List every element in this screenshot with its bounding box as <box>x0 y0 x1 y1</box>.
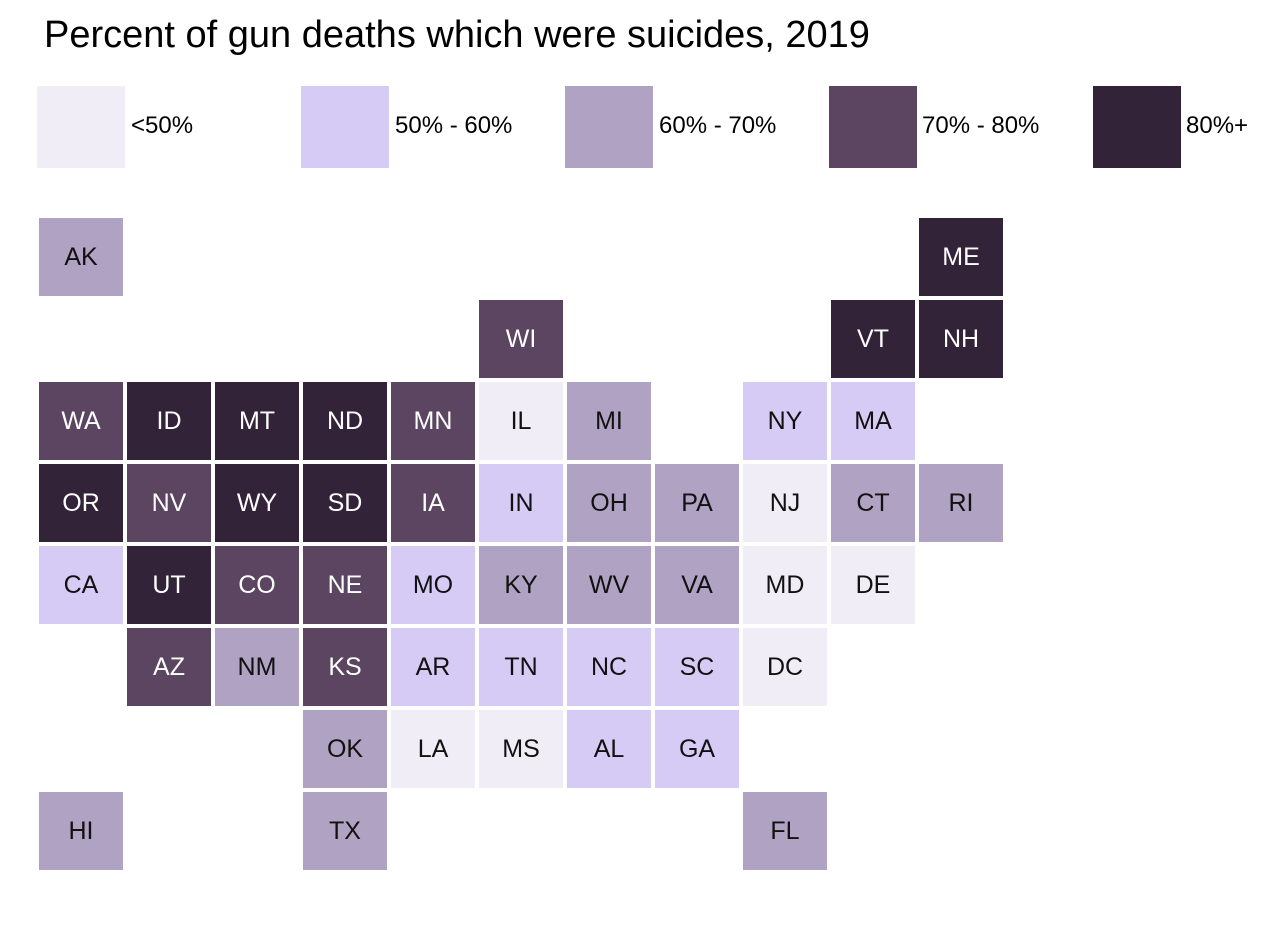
state-tile-nv: NV <box>127 464 211 542</box>
state-tile-ak: AK <box>39 218 123 296</box>
state-tile-ia: IA <box>391 464 475 542</box>
state-tile-la: LA <box>391 710 475 788</box>
state-tile-nd: ND <box>303 382 387 460</box>
state-tile-ky: KY <box>479 546 563 624</box>
state-tile-fl: FL <box>743 792 827 870</box>
state-tile-nj: NJ <box>743 464 827 542</box>
state-tile-oh: OH <box>567 464 651 542</box>
state-tile-sc: SC <box>655 628 739 706</box>
state-tile-ri: RI <box>919 464 1003 542</box>
state-tile-mi: MI <box>567 382 651 460</box>
state-tile-ok: OK <box>303 710 387 788</box>
state-tile-wa: WA <box>39 382 123 460</box>
state-tile-hi: HI <box>39 792 123 870</box>
state-tile-ca: CA <box>39 546 123 624</box>
state-tile-wi: WI <box>479 300 563 378</box>
legend-label: 80%+ <box>1186 112 1249 139</box>
state-tile-al: AL <box>567 710 651 788</box>
state-tile-va: VA <box>655 546 739 624</box>
state-tile-nh: NH <box>919 300 1003 378</box>
state-tile-md: MD <box>743 546 827 624</box>
state-tile-ct: CT <box>831 464 915 542</box>
state-tile-mn: MN <box>391 382 475 460</box>
state-tile-ks: KS <box>303 628 387 706</box>
legend-swatch <box>37 86 125 168</box>
legend-swatch <box>829 86 917 168</box>
legend-label: 60% - 70% <box>659 112 777 139</box>
legend-swatch <box>301 86 389 168</box>
state-tile-ut: UT <box>127 546 211 624</box>
state-tile-ma: MA <box>831 382 915 460</box>
state-tile-wv: WV <box>567 546 651 624</box>
state-tile-me: ME <box>919 218 1003 296</box>
state-tile-mo: MO <box>391 546 475 624</box>
map-title: Percent of gun deaths which were suicide… <box>44 14 870 56</box>
state-tile-tn: TN <box>479 628 563 706</box>
state-tile-co: CO <box>215 546 299 624</box>
legend-swatch <box>565 86 653 168</box>
state-tile-nc: NC <box>567 628 651 706</box>
legend-label: <50% <box>131 112 194 139</box>
state-tile-or: OR <box>39 464 123 542</box>
state-tile-in: IN <box>479 464 563 542</box>
legend-swatch <box>1093 86 1181 168</box>
state-tile-ar: AR <box>391 628 475 706</box>
legend-label: 50% - 60% <box>395 112 513 139</box>
state-tile-ny: NY <box>743 382 827 460</box>
state-tile-ga: GA <box>655 710 739 788</box>
state-tile-il: IL <box>479 382 563 460</box>
state-tile-sd: SD <box>303 464 387 542</box>
state-tile-id: ID <box>127 382 211 460</box>
legend-label: 70% - 80% <box>922 112 1040 139</box>
state-tile-vt: VT <box>831 300 915 378</box>
state-tile-dc: DC <box>743 628 827 706</box>
state-tile-az: AZ <box>127 628 211 706</box>
state-tile-mt: MT <box>215 382 299 460</box>
state-tile-wy: WY <box>215 464 299 542</box>
state-tile-pa: PA <box>655 464 739 542</box>
state-tile-de: DE <box>831 546 915 624</box>
state-tile-tx: TX <box>303 792 387 870</box>
state-tile-ms: MS <box>479 710 563 788</box>
state-tile-ne: NE <box>303 546 387 624</box>
state-tile-nm: NM <box>215 628 299 706</box>
